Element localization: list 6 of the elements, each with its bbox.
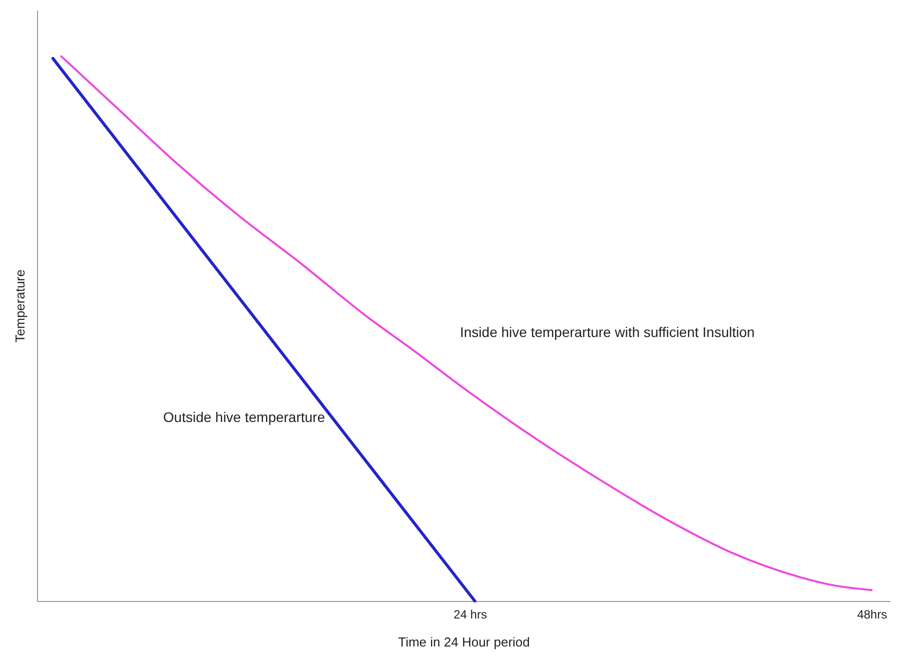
- text: Inside hive temperarture with sufficient Insultion: [460, 324, 755, 340]
- x-axis-title: Time in 24 Hour period: [398, 634, 530, 650]
- x-tick-label: 48hrs: [857, 608, 888, 622]
- y-axis-title: Temperature: [12, 270, 28, 342]
- series-label: Outside hive temperarture: [163, 409, 326, 425]
- x-tick-label: 24 hrs: [454, 608, 487, 622]
